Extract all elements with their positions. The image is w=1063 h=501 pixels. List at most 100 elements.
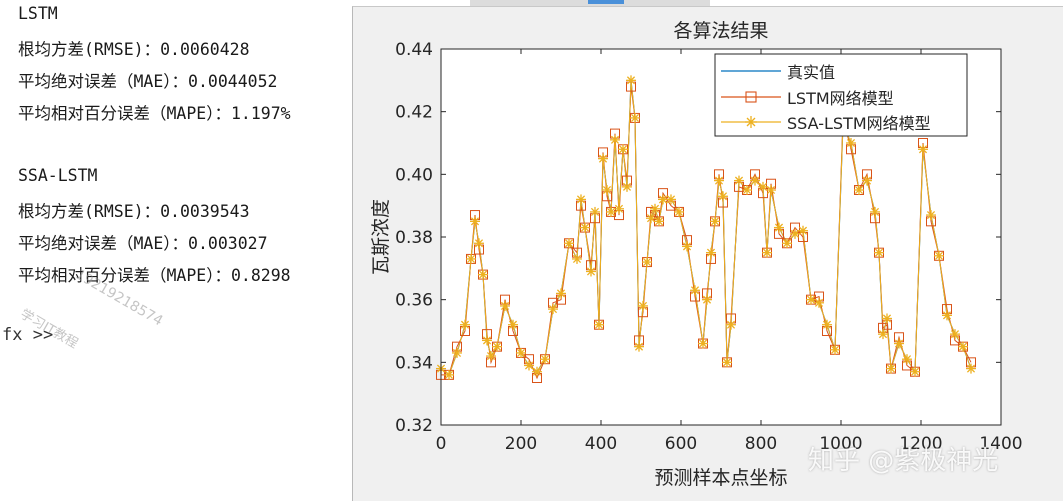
ssa-point xyxy=(698,338,708,349)
ssa-point xyxy=(806,294,816,305)
ssa-point xyxy=(650,203,660,214)
ssa-point xyxy=(642,257,652,268)
ssa-point xyxy=(966,363,976,374)
x-tick-label: 800 xyxy=(745,434,777,454)
ssa-point xyxy=(630,112,640,123)
console-line: 平均相对百分误差（MAPE）：1.197% xyxy=(18,104,291,123)
ssa-point xyxy=(918,144,928,155)
ssa-point xyxy=(822,319,832,330)
ssa-point xyxy=(782,238,792,249)
ssa-point xyxy=(634,341,644,352)
ssa-point xyxy=(870,206,880,217)
ssa-point xyxy=(444,369,454,380)
ssa-point xyxy=(814,297,824,308)
ssa-point xyxy=(950,329,960,340)
y-tick-label: 0.40 xyxy=(395,165,433,185)
watermark-text: 知乎 @紫极神光 xyxy=(808,446,999,476)
ssa-point xyxy=(500,300,510,311)
ssa-point xyxy=(614,203,624,214)
ssa-point xyxy=(742,185,752,195)
y-tick-label: 0.34 xyxy=(395,353,433,373)
ssa-point xyxy=(762,247,772,258)
ssa-point xyxy=(470,216,480,227)
ssa-point xyxy=(524,360,534,371)
ssa-point xyxy=(934,250,944,261)
figure-window[interactable]: 0 200 400 600 800 1000 1200 1400 0.32 0.34 0.36 0.3… xyxy=(352,6,1063,501)
console-line: 根均方差(RMSE)：0.0060428 xyxy=(18,40,250,59)
x-axis-label: 预测样本点坐标 xyxy=(654,467,787,489)
command-window: LSTM 根均方差(RMSE)：0.0060428 平均绝对误差（MAE）：0.… xyxy=(0,0,358,500)
ssa-point xyxy=(886,363,896,374)
y-axis-label: 瓦斯浓度 xyxy=(370,199,392,275)
ssa-point xyxy=(910,366,920,377)
ssa-point xyxy=(532,366,542,377)
ssa-point xyxy=(702,294,712,305)
ssa-point xyxy=(766,185,776,195)
command-prompt[interactable]: fx >> xyxy=(2,325,54,345)
y-tick-label: 0.36 xyxy=(395,291,433,311)
figure-canvas: 0 200 400 600 800 1000 1200 1400 0.32 0.34 0.36 0.3… xyxy=(370,20,1023,489)
ssa-point xyxy=(758,181,768,192)
ssa-point xyxy=(618,144,628,155)
ssa-point xyxy=(486,351,496,362)
ssa-point xyxy=(750,175,760,186)
ssa-point xyxy=(882,313,892,324)
ssa-point xyxy=(710,216,720,227)
ssa-point xyxy=(460,319,470,330)
ssa-point xyxy=(580,222,590,233)
ssa-point xyxy=(942,310,952,321)
ssa-point xyxy=(474,238,484,249)
axes-ticks: 0 200 400 600 800 1000 1200 1400 0.32 0.34 0.36 0.3… xyxy=(395,40,1022,454)
ssa-point xyxy=(586,266,596,277)
ssa-point xyxy=(874,247,884,258)
ssa-point xyxy=(734,175,744,186)
ssa-point xyxy=(958,341,968,352)
ssa-point xyxy=(516,347,526,358)
ssa-point xyxy=(926,210,936,221)
ssa-point xyxy=(564,238,574,249)
ssa-point xyxy=(548,304,558,315)
ssa-point xyxy=(726,319,736,330)
x-tick-label: 200 xyxy=(505,434,537,454)
console-line: 平均绝对误差（MAE）：0.003027 xyxy=(18,234,268,253)
ssa-point xyxy=(654,216,664,227)
ssa-point xyxy=(572,253,582,264)
legend-label-lstm: LSTM网络模型 xyxy=(787,89,894,108)
x-tick-label: 400 xyxy=(585,434,617,454)
ssa-point xyxy=(598,153,608,164)
ssa-point xyxy=(594,319,604,330)
ssa-point xyxy=(482,335,492,346)
ssa-point xyxy=(622,181,632,192)
x-tick-label: 1000 xyxy=(819,434,862,454)
ssa-point xyxy=(666,194,676,205)
ssa-point xyxy=(452,347,462,358)
legend-marker-square xyxy=(745,91,757,103)
x-tick-label: 600 xyxy=(665,434,697,454)
legend-label-true: 真实值 xyxy=(787,63,835,82)
ssa-point xyxy=(576,194,586,205)
ssa-point xyxy=(774,222,784,233)
ssa-point xyxy=(714,175,724,186)
y-tick-label: 0.42 xyxy=(395,103,433,123)
ssa-point xyxy=(878,329,888,340)
ssa-point xyxy=(626,75,636,86)
ssa-point xyxy=(674,206,684,217)
y-tick-label: 0.44 xyxy=(395,40,433,60)
axes-box xyxy=(440,48,1002,426)
ssa-point xyxy=(902,354,912,365)
console-line: LSTM xyxy=(18,4,58,23)
legend-marker-asterisk xyxy=(745,116,757,128)
console-line: 平均绝对误差（MAE）：0.0044052 xyxy=(18,72,278,91)
x-tick-label: 0 xyxy=(436,434,447,454)
ssa-point xyxy=(706,247,716,258)
ssa-point xyxy=(466,253,476,264)
legend[interactable]: 真实值 LSTM网络模型 SSA-LSTM网络模型 xyxy=(714,53,968,137)
ssa-point xyxy=(846,138,856,148)
ssa-point xyxy=(790,228,800,239)
x-tick-label: 1400 xyxy=(979,434,1022,454)
ssa-point xyxy=(646,213,656,224)
window-title-accent xyxy=(588,0,624,4)
ssa-point xyxy=(478,269,488,280)
ssa-point xyxy=(606,206,616,217)
ssa-point xyxy=(718,191,728,202)
